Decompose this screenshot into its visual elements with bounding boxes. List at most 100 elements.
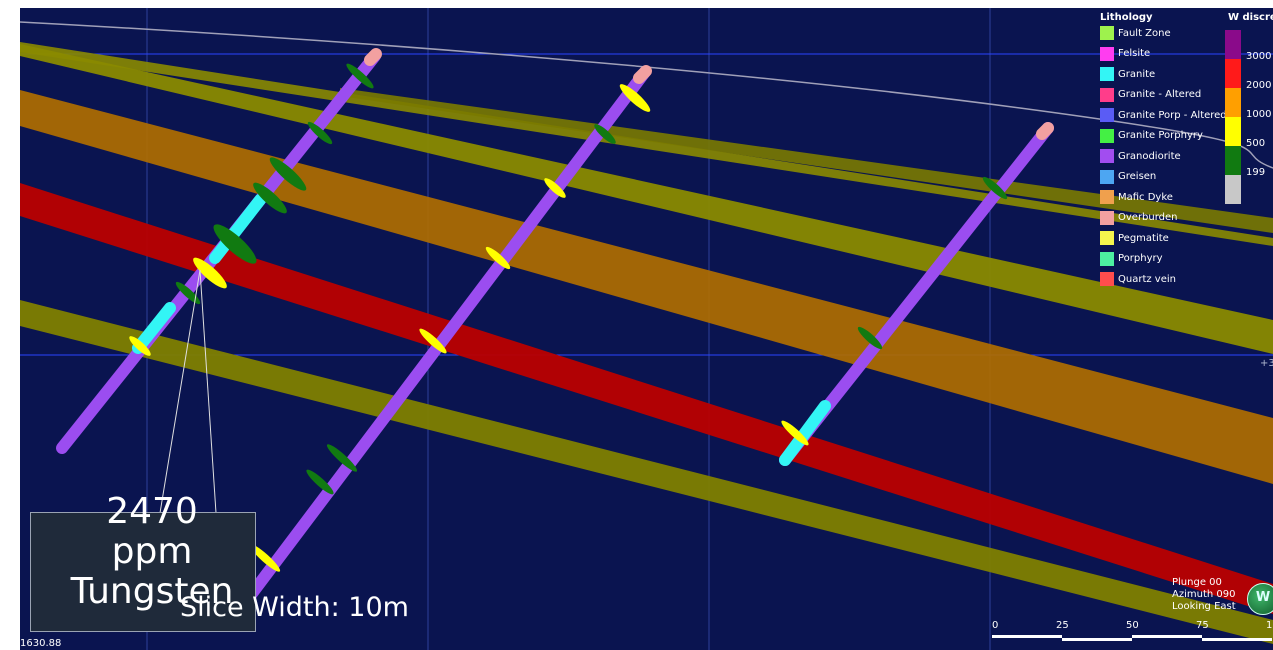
lithology-label: Granodiorite bbox=[1118, 150, 1181, 162]
lithology-label: Overburden bbox=[1118, 212, 1178, 224]
callout-leader bbox=[159, 269, 217, 514]
assay-disc bbox=[594, 124, 616, 144]
lithology-legend-item: Pegmatite bbox=[1096, 228, 1224, 249]
assay-disc bbox=[269, 157, 307, 191]
lithology-legend: Lithology Fault Zone Felsite Granite Granit… bbox=[1096, 8, 1227, 290]
lithology-legend-title: Lithology bbox=[1100, 12, 1153, 23]
lithology-legend-item: Greisen bbox=[1096, 167, 1224, 188]
compass-icon[interactable]: W bbox=[1247, 583, 1273, 615]
lithology-label: Quartz vein bbox=[1118, 273, 1176, 285]
olive-band-lower bbox=[20, 300, 1273, 644]
lithology-label: Granite Porp - Altered bbox=[1118, 109, 1227, 121]
w-legend-tick: 2000 bbox=[1246, 80, 1272, 91]
granite-interval bbox=[132, 302, 176, 354]
lithology-swatch bbox=[1100, 210, 1114, 225]
red-band bbox=[20, 183, 1273, 614]
lithology-legend-item: Quartz vein bbox=[1096, 269, 1224, 290]
assay-disc bbox=[857, 326, 883, 350]
w-legend-band bbox=[1225, 88, 1241, 117]
w-legend-band bbox=[1225, 146, 1241, 175]
assay-disc bbox=[346, 63, 374, 89]
w-legend-band bbox=[1225, 59, 1241, 88]
coordinate-readout: 1630.88 bbox=[20, 638, 62, 649]
olive-band-upper bbox=[20, 44, 1273, 354]
view-orientation: Plunge 00 Azimuth 090 Looking East bbox=[1172, 577, 1236, 613]
scale-bar-label: 0 bbox=[992, 620, 999, 631]
3d-section-viewport[interactable]: Lithology Fault Zone Felsite Granite Granit… bbox=[20, 8, 1273, 650]
assay-disc bbox=[249, 544, 281, 572]
w-legend-band bbox=[1225, 175, 1241, 204]
lithology-label: Greisen bbox=[1118, 171, 1157, 183]
granite-interval bbox=[209, 194, 266, 264]
lithology-swatch bbox=[1100, 26, 1114, 41]
topography-line bbox=[20, 21, 1273, 169]
overburden-cap bbox=[1036, 122, 1054, 140]
slice-width-label: Slice Width: 10m bbox=[180, 592, 409, 623]
assay-disc bbox=[419, 328, 447, 354]
orange-band bbox=[20, 90, 1273, 484]
plunge-label: Plunge 00 bbox=[1172, 577, 1222, 588]
thin-vein-upper bbox=[20, 42, 1273, 246]
assay-disc bbox=[544, 178, 566, 198]
scale-bar-label: 50 bbox=[1126, 620, 1139, 631]
overburden-cap bbox=[633, 65, 652, 84]
compass-letter: W bbox=[1255, 590, 1271, 605]
scale-segment bbox=[1202, 638, 1272, 641]
assay-disc bbox=[213, 224, 257, 264]
assay-disc bbox=[253, 182, 287, 214]
scale-bar-label: 100 bbox=[1266, 620, 1273, 631]
lithology-legend-item: Granodiorite bbox=[1096, 146, 1224, 167]
leader-line bbox=[199, 269, 217, 514]
assay-callout-box bbox=[30, 512, 256, 632]
lithology-legend-item: Granite Porp - Altered bbox=[1096, 105, 1227, 126]
lithology-swatch bbox=[1100, 149, 1114, 164]
assay-disc bbox=[175, 281, 201, 305]
assay-disc bbox=[306, 469, 334, 495]
assay-disc bbox=[781, 420, 809, 446]
olive-thin-band bbox=[340, 88, 1273, 233]
lithology-swatch bbox=[1100, 128, 1114, 143]
lithology-label: Fault Zone bbox=[1118, 27, 1171, 39]
lithology-legend-item: Granite Porphyry bbox=[1096, 126, 1224, 147]
lithology-swatch bbox=[1100, 231, 1114, 246]
assay-callout-text: 2470 ppm Tungsten bbox=[32, 492, 272, 612]
lithology-swatch bbox=[1100, 190, 1114, 205]
w-legend-band bbox=[1225, 117, 1241, 146]
section-scene bbox=[20, 8, 1273, 650]
lithology-legend-item: Fault Zone bbox=[1096, 23, 1224, 44]
lithology-legend-items: Fault Zone Felsite Granite Granite - Altere… bbox=[1096, 23, 1227, 290]
assay-disc bbox=[129, 336, 151, 356]
w-legend-tick: 199 bbox=[1246, 167, 1266, 178]
w-legend-tick: 3000 bbox=[1246, 51, 1272, 62]
lithology-swatch bbox=[1100, 87, 1114, 102]
lithology-label: Felsite bbox=[1118, 48, 1151, 60]
assay-disc bbox=[982, 176, 1008, 200]
w-legend-tick: 1000 bbox=[1246, 109, 1272, 120]
lithology-legend-item: Overburden bbox=[1096, 208, 1224, 229]
w-legend-band bbox=[1225, 30, 1241, 59]
scale-bar-label: 25 bbox=[1056, 620, 1069, 631]
assay-discs bbox=[129, 63, 1008, 572]
lithology-swatch bbox=[1100, 46, 1114, 61]
right-edge-marker: +3 bbox=[1260, 358, 1273, 369]
lithology-label: Mafic Dyke bbox=[1118, 191, 1173, 203]
lithology-label: Granite - Altered bbox=[1118, 89, 1202, 101]
callout-unit: ppm bbox=[111, 531, 193, 572]
scale-bar-label: 75 bbox=[1196, 620, 1209, 631]
scale-segment bbox=[1062, 638, 1132, 641]
assay-disc bbox=[485, 246, 511, 270]
lithology-legend-item: Granite bbox=[1096, 64, 1224, 85]
scale-bar bbox=[992, 635, 1272, 641]
lithology-legend-item: Mafic Dyke bbox=[1096, 187, 1224, 208]
w-legend-tick: 500 bbox=[1246, 138, 1266, 149]
callout-value: 2470 bbox=[106, 491, 198, 532]
w-legend-title: W discrete bbox=[1228, 12, 1273, 23]
lithology-label: Granite Porphyry bbox=[1118, 130, 1203, 142]
lithology-swatch bbox=[1100, 251, 1114, 266]
lithology-swatch bbox=[1100, 169, 1114, 184]
scale-segment bbox=[1132, 635, 1202, 638]
looking-label: Looking East bbox=[1172, 601, 1236, 612]
scale-segment bbox=[992, 635, 1062, 638]
lithology-label: Granite bbox=[1118, 68, 1156, 80]
overburden-cap bbox=[364, 48, 382, 66]
